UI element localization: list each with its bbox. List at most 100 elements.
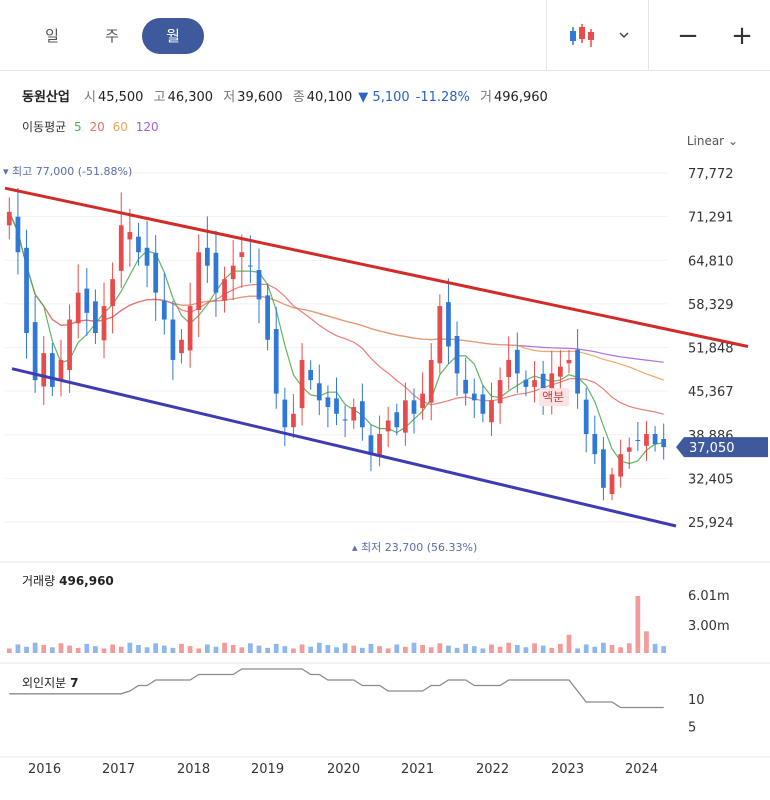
foreign-panel-value: 7 xyxy=(70,676,79,690)
change-value: 5,100 xyxy=(372,90,410,105)
chevron-down-icon[interactable] xyxy=(612,18,636,54)
foreign-tick-label: 5 xyxy=(688,721,696,736)
ma120-line xyxy=(8,211,664,363)
ma5-line xyxy=(8,211,664,465)
candle-body xyxy=(454,335,460,374)
volume-bar xyxy=(6,648,12,653)
volume-bar xyxy=(67,645,72,653)
volume-bar xyxy=(15,644,21,653)
price-chart[interactable]: 77,77271,29164,81058,32951,84845,36738,8… xyxy=(0,150,770,800)
volume-bar xyxy=(273,643,279,653)
candle-body xyxy=(222,279,227,301)
zoom-in-button[interactable]: + xyxy=(731,21,753,51)
tab-day[interactable]: 일 xyxy=(45,27,59,45)
candle-body xyxy=(325,397,331,408)
year-tick-label: 2018 xyxy=(177,762,210,777)
volume-bar xyxy=(411,642,417,653)
volume-bar xyxy=(316,642,322,653)
candle-body xyxy=(549,373,555,403)
volume-bar xyxy=(592,646,598,653)
candle-body xyxy=(110,279,115,307)
volume-bar xyxy=(601,642,606,653)
candle-body xyxy=(213,252,219,293)
volume-bar xyxy=(24,646,29,653)
volume-bar xyxy=(84,643,90,653)
candle-body xyxy=(179,339,184,354)
candle-body xyxy=(49,353,55,387)
volume-bar xyxy=(342,643,348,653)
volume-bar xyxy=(196,648,202,653)
volume-bar xyxy=(471,646,477,653)
candle-body xyxy=(58,359,64,381)
volume-bar xyxy=(463,643,469,653)
tab-month[interactable]: 월 xyxy=(142,18,204,54)
candle-body xyxy=(316,383,322,401)
price-tick-label: 64,810 xyxy=(688,254,734,269)
volume-bar xyxy=(618,647,624,653)
candle-body xyxy=(463,379,469,394)
candle-body xyxy=(256,270,262,300)
price-tick-label: 25,924 xyxy=(688,516,734,531)
candle-body xyxy=(24,247,29,334)
volume-bar xyxy=(170,647,176,653)
ma5-label: 5 xyxy=(74,120,82,134)
ma60-label: 60 xyxy=(112,120,128,134)
volume-bar xyxy=(161,645,167,653)
candle-body xyxy=(368,435,374,455)
volume-bar xyxy=(385,648,391,653)
candle-body xyxy=(93,301,98,334)
ma20-label: 20 xyxy=(89,120,105,134)
volume-bar xyxy=(239,647,245,653)
candle-body xyxy=(514,349,520,374)
volume-bar xyxy=(101,648,107,653)
candle-body xyxy=(609,474,615,495)
candle-body xyxy=(558,366,563,377)
resistance-trendline xyxy=(4,186,749,348)
candle-body xyxy=(601,449,606,488)
zoom-out-button[interactable]: − xyxy=(677,21,699,51)
volume-bar xyxy=(549,647,555,653)
candle-body xyxy=(540,373,546,394)
volume-bar xyxy=(377,646,382,653)
candle-body xyxy=(506,359,512,377)
candle-body xyxy=(618,454,624,477)
candle-body xyxy=(84,288,90,313)
volume-bar xyxy=(609,645,615,653)
candle-body xyxy=(359,401,365,428)
volume-bar xyxy=(403,646,408,653)
volume-bar xyxy=(230,645,236,653)
candle-body xyxy=(144,247,150,266)
volume-bar xyxy=(127,642,133,653)
scale-mode-button[interactable]: Linear ⌄ xyxy=(687,134,738,148)
candle-body xyxy=(153,252,159,293)
candle-body xyxy=(377,433,382,457)
year-tick-label: 2021 xyxy=(401,762,434,777)
candle-body xyxy=(489,400,494,423)
candle-body xyxy=(248,265,253,267)
candle-body xyxy=(626,447,632,452)
volume-bar xyxy=(540,645,546,653)
close-label: 종 xyxy=(292,90,305,105)
moving-average-legend[interactable]: 이동평균 5 20 60 120 xyxy=(22,118,163,135)
low-value: 39,600 xyxy=(237,90,283,105)
volume-bar xyxy=(187,646,193,653)
candle-body xyxy=(652,433,658,445)
current-price-label: 37,050 xyxy=(689,441,735,456)
volume-bar xyxy=(325,645,331,653)
candlestick-icon[interactable] xyxy=(562,18,602,54)
candle-body xyxy=(41,353,47,387)
volume-bar xyxy=(58,643,64,653)
candle-body xyxy=(196,252,202,310)
volume-bar xyxy=(558,643,563,653)
candle-body xyxy=(644,433,649,446)
ma-label: 이동평균 xyxy=(22,120,67,134)
tab-week[interactable]: 주 xyxy=(105,27,119,45)
price-tick-label: 77,772 xyxy=(688,167,734,182)
candle-body xyxy=(471,393,477,401)
year-tick-label: 2019 xyxy=(251,762,284,777)
candle-body xyxy=(446,302,451,347)
volume-bar xyxy=(497,646,503,653)
price-tick-label: 32,405 xyxy=(688,472,734,487)
candle-body xyxy=(273,329,279,394)
candle-body xyxy=(291,413,296,428)
